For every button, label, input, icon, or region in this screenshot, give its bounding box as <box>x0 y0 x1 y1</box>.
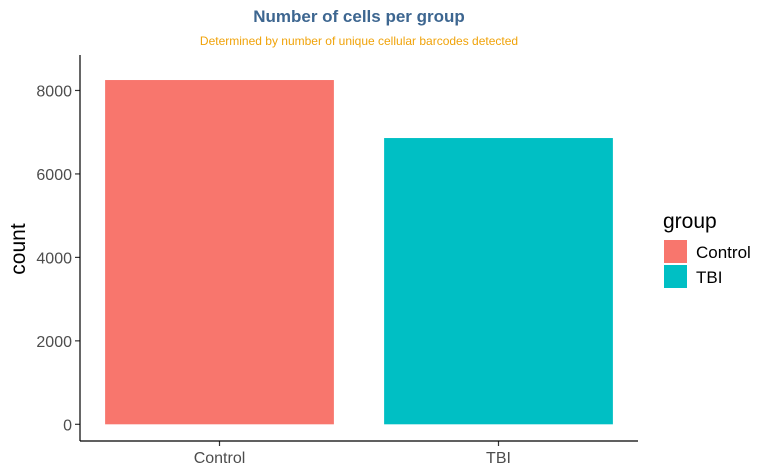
chart-title: Number of cells per group <box>253 7 465 26</box>
x-tick-label: Control <box>194 450 246 467</box>
legend-key-control <box>664 240 687 263</box>
y-tick-label: 4000 <box>36 250 72 267</box>
chart-subtitle: Determined by number of unique cellular … <box>200 34 518 48</box>
bar-tbi <box>384 138 613 425</box>
legend-title: group <box>663 210 717 233</box>
legend-entries: Control TBI <box>664 240 751 288</box>
legend: group Control TBI <box>663 210 751 288</box>
legend-label-control: Control <box>696 243 751 262</box>
y-axis-title: count <box>7 223 30 275</box>
y-tick-label: 8000 <box>36 83 72 100</box>
legend-key-tbi <box>664 265 687 288</box>
x-tick-label: TBI <box>486 450 511 467</box>
legend-label-tbi: TBI <box>696 268 722 287</box>
bars-group <box>105 80 613 425</box>
y-tick-label: 0 <box>63 417 72 434</box>
y-tick-label: 2000 <box>36 334 72 351</box>
x-axis-ticks: Control TBI <box>194 441 511 467</box>
y-axis-ticks: 0 2000 4000 6000 8000 <box>36 83 80 434</box>
bar-control <box>105 80 334 425</box>
y-tick-label: 6000 <box>36 167 72 184</box>
